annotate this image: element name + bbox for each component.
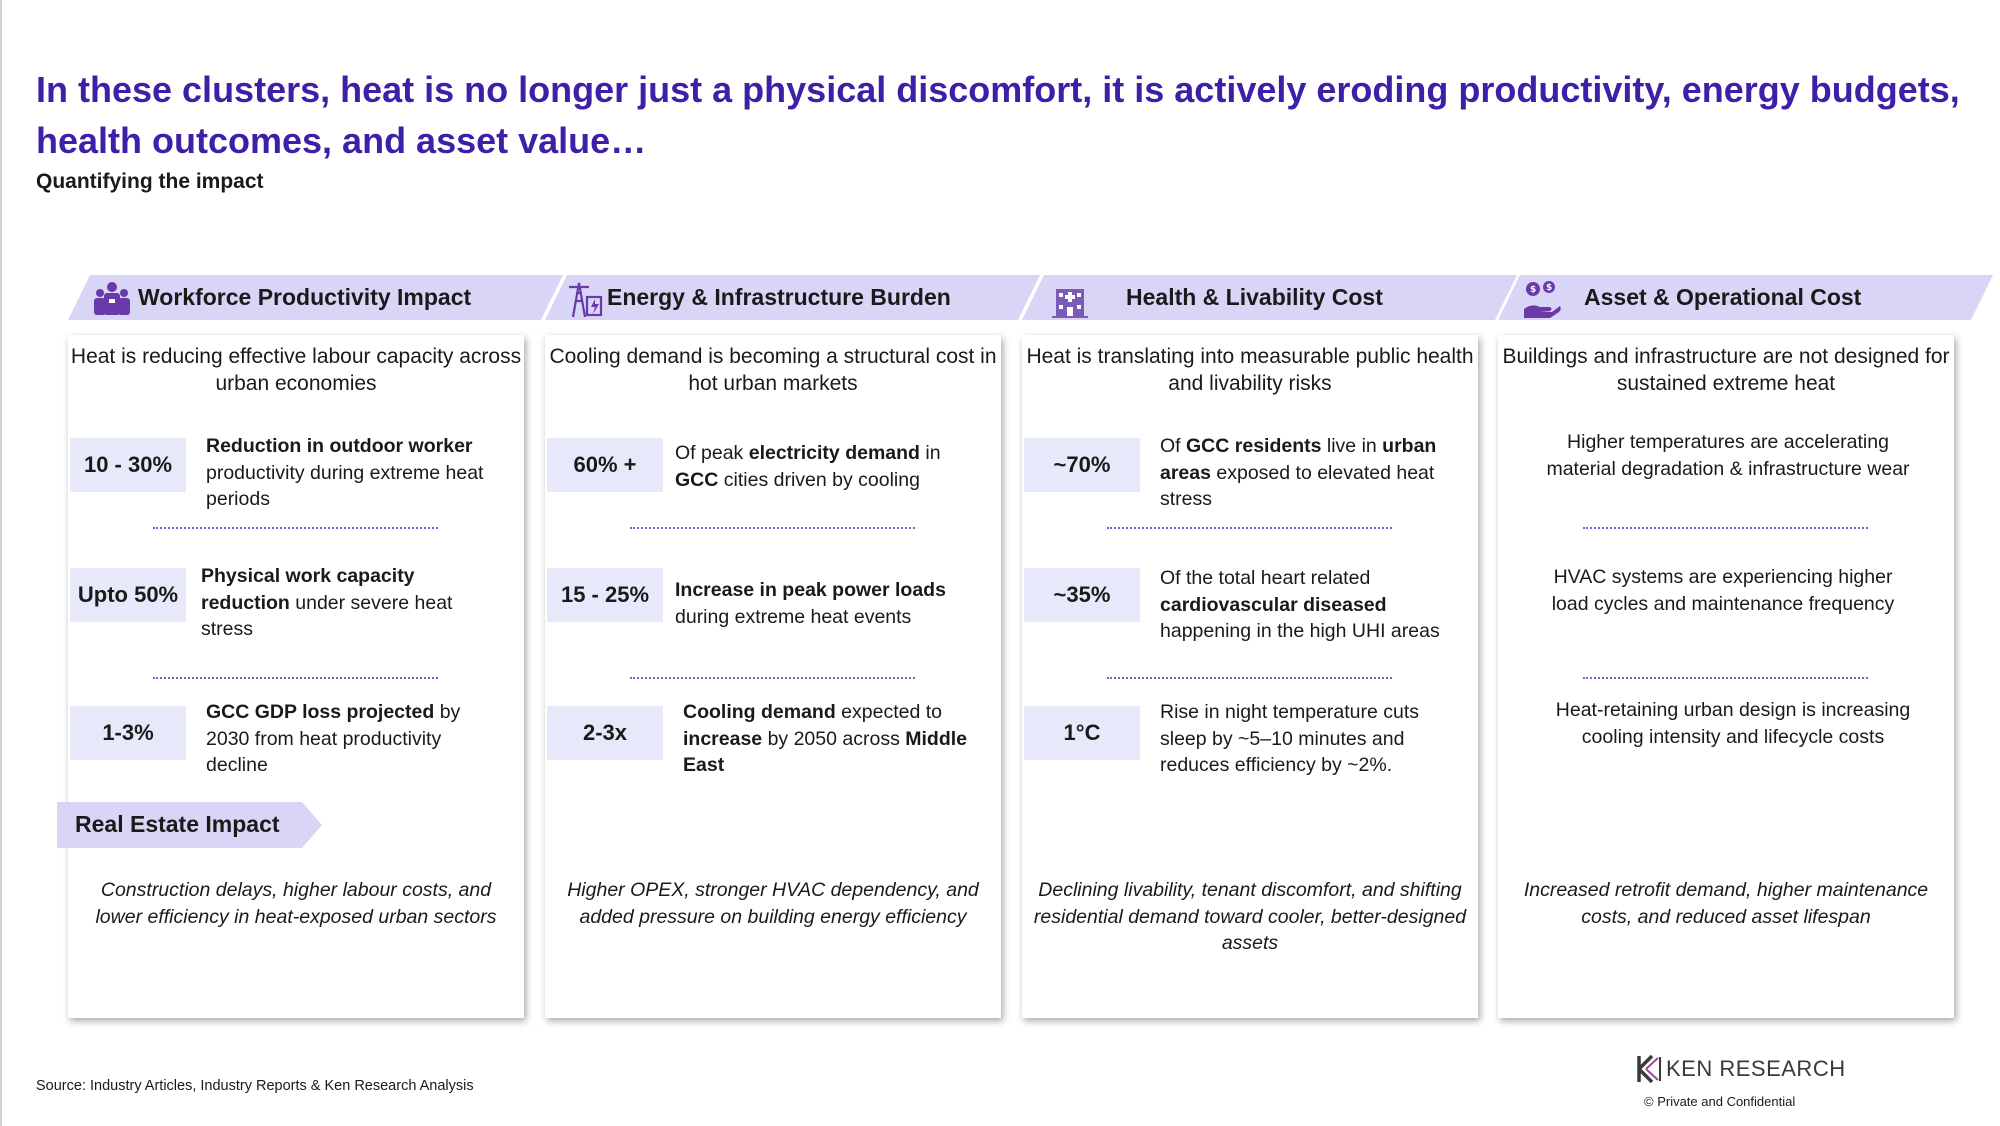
stat-value: 1°C	[1024, 706, 1140, 760]
divider	[1107, 677, 1392, 679]
stat-description: Of GCC residents live in urban areas exp…	[1160, 435, 1437, 510]
card-energy: Cooling demand is becoming a structural …	[545, 335, 1001, 1018]
stat-description: Of the total heart related cardiovascula…	[1160, 567, 1440, 642]
source-note: Source: Industry Articles, Industry Repo…	[36, 1078, 474, 1094]
asset-cost-icon: $ $	[1524, 281, 1561, 318]
card-intro: Heat is translating into measurable publ…	[1026, 345, 1474, 395]
divider	[153, 527, 438, 529]
divider	[1107, 527, 1392, 529]
stat-value: 60% +	[547, 438, 663, 492]
power-grid-icon	[569, 282, 603, 318]
banner-health	[1022, 275, 1517, 320]
column-health: Health & Livability Cost Heat is transla…	[1022, 275, 1482, 1025]
ken-logo-mark-icon	[1637, 1054, 1661, 1084]
stat-description: Physical work capacity reduction under s…	[201, 565, 453, 640]
stat-value: Upto 50%	[70, 568, 186, 622]
card-intro: Heat is reducing effective labour capaci…	[70, 345, 522, 395]
svg-text:$: $	[1546, 283, 1552, 293]
divider	[630, 527, 915, 529]
impact-summary: Declining livability, tenant discomfort,…	[1033, 879, 1467, 954]
banner-energy	[545, 275, 1040, 320]
divider	[1583, 527, 1868, 529]
impact-summary: Increased retrofit demand, higher mainte…	[1523, 879, 1929, 928]
real-estate-impact-tag: Real Estate Impact	[57, 802, 322, 848]
logo-wordmark: KEN RESEARCH	[1666, 1056, 1846, 1081]
stat-description: Reduction in outdoor worker productivity…	[206, 435, 484, 510]
svg-text:$: $	[1530, 285, 1536, 295]
banner-label: Workforce Productivity Impact	[138, 284, 472, 310]
real-estate-impact-label: Real Estate Impact	[75, 811, 280, 837]
left-edge-rule	[0, 0, 2, 1126]
card-asset: Buildings and infrastructure are not des…	[1498, 335, 1954, 1018]
stat-value: 1-3%	[70, 706, 186, 760]
card-workforce: Heat is reducing effective labour capaci…	[68, 335, 524, 1018]
divider	[153, 677, 438, 679]
stat-description: Rise in night temperature cuts sleep by …	[1160, 701, 1420, 776]
card-intro: Buildings and infrastructure are not des…	[1502, 345, 1950, 395]
divider	[1583, 677, 1868, 679]
stat-value: 10 - 30%	[70, 438, 186, 492]
impact-summary: Higher OPEX, stronger HVAC dependency, a…	[567, 879, 979, 928]
stat-value: 2-3x	[547, 706, 663, 760]
ken-research-logo: KEN RESEARCH	[1632, 1054, 1872, 1088]
stat-description: Increase in peak power loads during extr…	[675, 579, 946, 628]
stat-value: ~35%	[1024, 568, 1140, 622]
impact-summary: Construction delays, higher labour costs…	[95, 879, 497, 928]
hospital-icon	[1052, 289, 1088, 318]
cost-point: Higher temperatures are accelerating mat…	[1546, 431, 1910, 480]
column-asset: $ $ Asset & Operational Cost Buildings an…	[1498, 275, 1958, 1025]
stat-description: Cooling demand expected to increase by 2…	[683, 701, 967, 776]
workers-icon	[94, 282, 130, 315]
stat-value: ~70%	[1024, 438, 1140, 492]
banner-label: Energy & Infrastructure Burden	[607, 284, 951, 310]
banner-label: Asset & Operational Cost	[1584, 284, 1862, 310]
column-workforce: Workforce Productivity Impact Heat is re…	[68, 275, 528, 1025]
page-title: In these clusters, heat is no longer jus…	[36, 69, 1960, 161]
cost-point: HVAC systems are experiencing higher loa…	[1551, 566, 1895, 615]
confidential-note: © Private and Confidential	[1644, 1094, 1796, 1109]
banner-asset	[1498, 275, 1993, 320]
card-health: Heat is translating into measurable publ…	[1022, 335, 1478, 1018]
banner-label: Health & Livability Cost	[1126, 284, 1383, 310]
column-energy: Energy & Infrastructure Burden Cooling d…	[545, 275, 1005, 1025]
stat-description: Of peak electricity demand in GCC cities…	[675, 442, 941, 491]
page-subtitle: Quantifying the impact	[36, 170, 264, 193]
stat-value: 15 - 25%	[547, 568, 663, 622]
banner-workforce	[68, 275, 563, 320]
cost-point: Heat-retaining urban design is increasin…	[1555, 699, 1911, 748]
card-intro: Cooling demand is becoming a structural …	[549, 345, 997, 395]
divider	[630, 677, 915, 679]
stat-description: GCC GDP loss projected by 2030 from heat…	[206, 701, 461, 776]
